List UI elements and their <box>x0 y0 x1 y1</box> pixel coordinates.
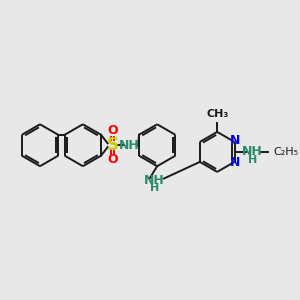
Text: CH₃: CH₃ <box>206 109 228 118</box>
Text: NH: NH <box>144 174 165 187</box>
Text: O: O <box>107 153 118 166</box>
Text: N: N <box>230 156 241 170</box>
Text: N: N <box>230 134 241 148</box>
Text: O: O <box>107 124 118 137</box>
Text: S: S <box>106 136 119 154</box>
Text: H: H <box>248 154 257 164</box>
Text: NH: NH <box>119 139 140 152</box>
Text: NH: NH <box>242 146 263 158</box>
Text: H: H <box>150 183 159 193</box>
Text: C₂H₅: C₂H₅ <box>273 147 298 157</box>
